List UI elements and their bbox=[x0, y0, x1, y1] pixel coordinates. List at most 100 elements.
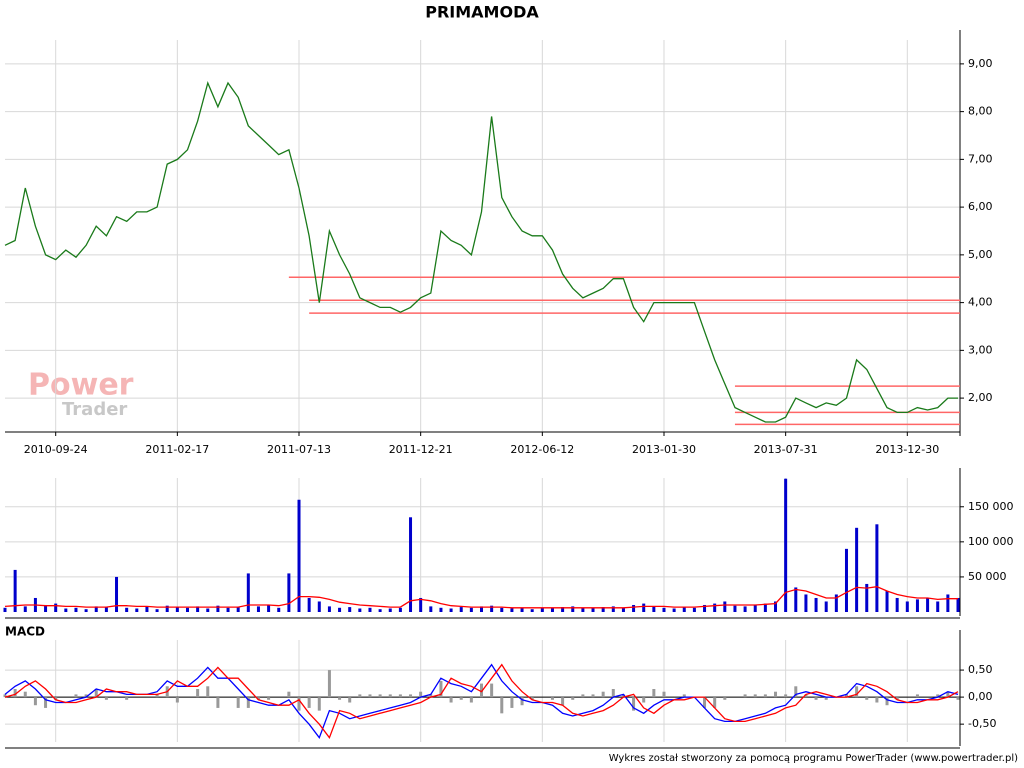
bar bbox=[125, 607, 129, 612]
bar bbox=[642, 697, 646, 703]
y-tick-label: 150 000 bbox=[968, 500, 1014, 513]
bar bbox=[733, 605, 737, 612]
bar bbox=[196, 606, 200, 612]
bar bbox=[84, 609, 88, 612]
bar bbox=[784, 478, 788, 612]
bar bbox=[753, 604, 757, 612]
bar bbox=[125, 697, 129, 700]
chart-title: PRIMAMODA bbox=[425, 3, 539, 22]
bar bbox=[104, 697, 108, 700]
bar bbox=[561, 607, 565, 612]
bar bbox=[135, 608, 139, 612]
bar bbox=[642, 603, 646, 612]
bar bbox=[44, 604, 48, 612]
y-tick-label: 7,00 bbox=[968, 152, 993, 165]
bar bbox=[256, 697, 260, 700]
bar bbox=[409, 694, 413, 698]
bar bbox=[753, 694, 757, 698]
bar bbox=[175, 607, 179, 612]
bar bbox=[581, 694, 585, 698]
bar bbox=[703, 697, 707, 708]
bar bbox=[74, 607, 78, 612]
bar bbox=[743, 694, 747, 698]
bar bbox=[895, 697, 899, 700]
bar bbox=[510, 608, 514, 612]
bar bbox=[155, 609, 159, 612]
y-tick-label: 8,00 bbox=[968, 105, 993, 118]
bar bbox=[449, 608, 453, 612]
bar bbox=[94, 688, 98, 698]
bar bbox=[115, 576, 119, 612]
bar bbox=[814, 697, 818, 700]
bar bbox=[915, 694, 919, 698]
bar bbox=[804, 594, 808, 612]
bar bbox=[23, 691, 27, 698]
bar bbox=[621, 694, 625, 698]
bar bbox=[419, 691, 423, 698]
bar bbox=[804, 694, 808, 698]
bar bbox=[855, 527, 859, 612]
bar bbox=[601, 691, 605, 698]
bar bbox=[378, 694, 382, 698]
bar bbox=[33, 697, 37, 706]
bar bbox=[216, 697, 220, 708]
bar bbox=[662, 691, 666, 698]
x-tick-label: 2013-07-31 bbox=[754, 443, 818, 456]
bar bbox=[297, 697, 301, 711]
bar bbox=[490, 605, 494, 612]
bar bbox=[763, 694, 767, 698]
bar bbox=[469, 697, 473, 703]
bar bbox=[834, 594, 838, 612]
y-tick-label: 5,00 bbox=[968, 248, 993, 261]
bar bbox=[652, 606, 656, 612]
bar bbox=[844, 548, 848, 612]
bar bbox=[206, 608, 210, 612]
x-tick-label: 2011-02-17 bbox=[145, 443, 209, 456]
bar bbox=[175, 697, 179, 703]
y-tick-label: 6,00 bbox=[968, 200, 993, 213]
y-tick-label: 0,50 bbox=[968, 663, 993, 676]
bar bbox=[267, 604, 271, 612]
bar bbox=[327, 606, 331, 612]
bar bbox=[307, 697, 311, 708]
bar bbox=[439, 607, 443, 612]
bar bbox=[865, 697, 869, 700]
price-line bbox=[4, 81, 958, 423]
bar bbox=[145, 606, 149, 612]
bar bbox=[632, 697, 636, 711]
bar bbox=[713, 603, 717, 612]
bar bbox=[784, 694, 788, 698]
bar bbox=[449, 697, 453, 703]
bar bbox=[74, 694, 78, 698]
bar bbox=[419, 597, 423, 612]
bar bbox=[601, 607, 605, 612]
bar bbox=[774, 601, 778, 612]
y-tick-label: 4,00 bbox=[968, 296, 993, 309]
bar bbox=[185, 607, 189, 612]
bar bbox=[946, 691, 950, 698]
bar bbox=[348, 607, 352, 612]
bar bbox=[206, 686, 210, 698]
bar bbox=[64, 608, 68, 612]
bar bbox=[510, 697, 514, 708]
bar bbox=[794, 686, 798, 698]
bar bbox=[743, 606, 747, 612]
bar bbox=[236, 697, 240, 708]
bar bbox=[723, 601, 727, 612]
bar bbox=[439, 680, 443, 698]
bar bbox=[652, 688, 656, 698]
bar bbox=[520, 607, 524, 612]
bar bbox=[23, 606, 27, 612]
bar bbox=[277, 607, 281, 612]
bar bbox=[682, 694, 686, 698]
bar bbox=[632, 604, 636, 612]
bar bbox=[824, 601, 828, 612]
bar bbox=[672, 608, 676, 612]
bar bbox=[226, 607, 230, 612]
panel-title: MACD bbox=[5, 625, 45, 639]
y-tick-label: 2,00 bbox=[968, 391, 993, 404]
bar bbox=[692, 607, 696, 612]
bar bbox=[956, 697, 960, 700]
bar bbox=[611, 606, 615, 612]
